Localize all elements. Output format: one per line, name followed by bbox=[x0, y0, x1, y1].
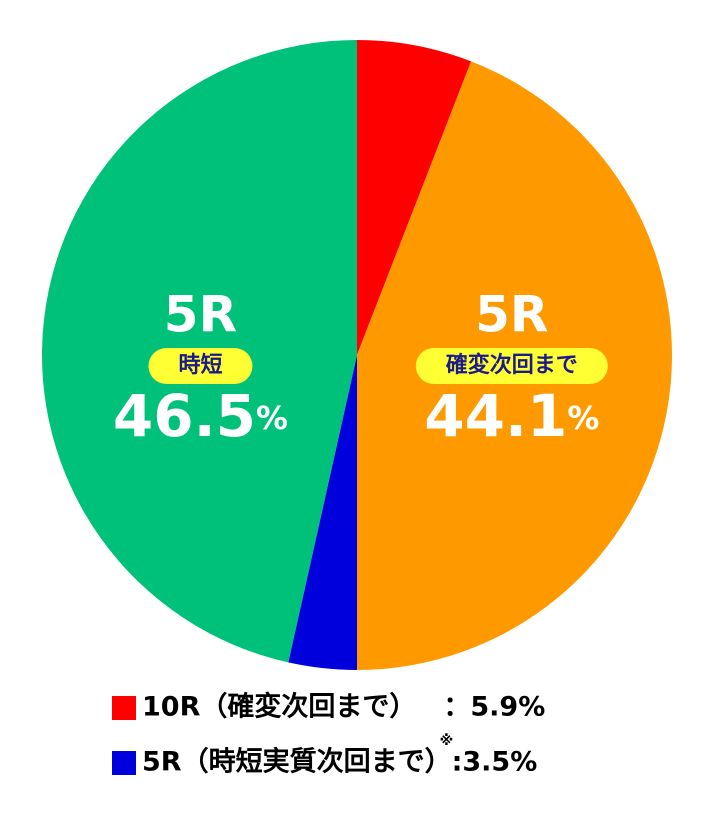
slice-tag: 時短 bbox=[178, 353, 222, 378]
slice-round: 5R bbox=[164, 286, 237, 344]
legend-label: 10R（確変次回まで） bbox=[142, 691, 416, 723]
note-mark: ※ bbox=[440, 733, 454, 749]
pie-slice bbox=[288, 355, 357, 670]
legend-separator: : bbox=[452, 747, 463, 778]
slice-tag: 確変次回まで bbox=[446, 352, 578, 378]
value-label: 44.1% bbox=[424, 382, 599, 450]
legend-swatch bbox=[112, 696, 136, 720]
value-label: 46.5% bbox=[113, 382, 288, 450]
legend-label: 5R（時短実質次回まで） bbox=[142, 746, 452, 778]
legend-value: 5.9% bbox=[470, 692, 545, 723]
slice-round: 5R bbox=[475, 286, 548, 344]
pie-slice bbox=[357, 40, 472, 355]
legend-swatch bbox=[112, 751, 136, 775]
legend-value: 3.5% bbox=[462, 747, 537, 778]
tag-pill bbox=[415, 348, 608, 384]
legend-separator: ： bbox=[416, 692, 470, 723]
tag-pill bbox=[148, 348, 253, 384]
